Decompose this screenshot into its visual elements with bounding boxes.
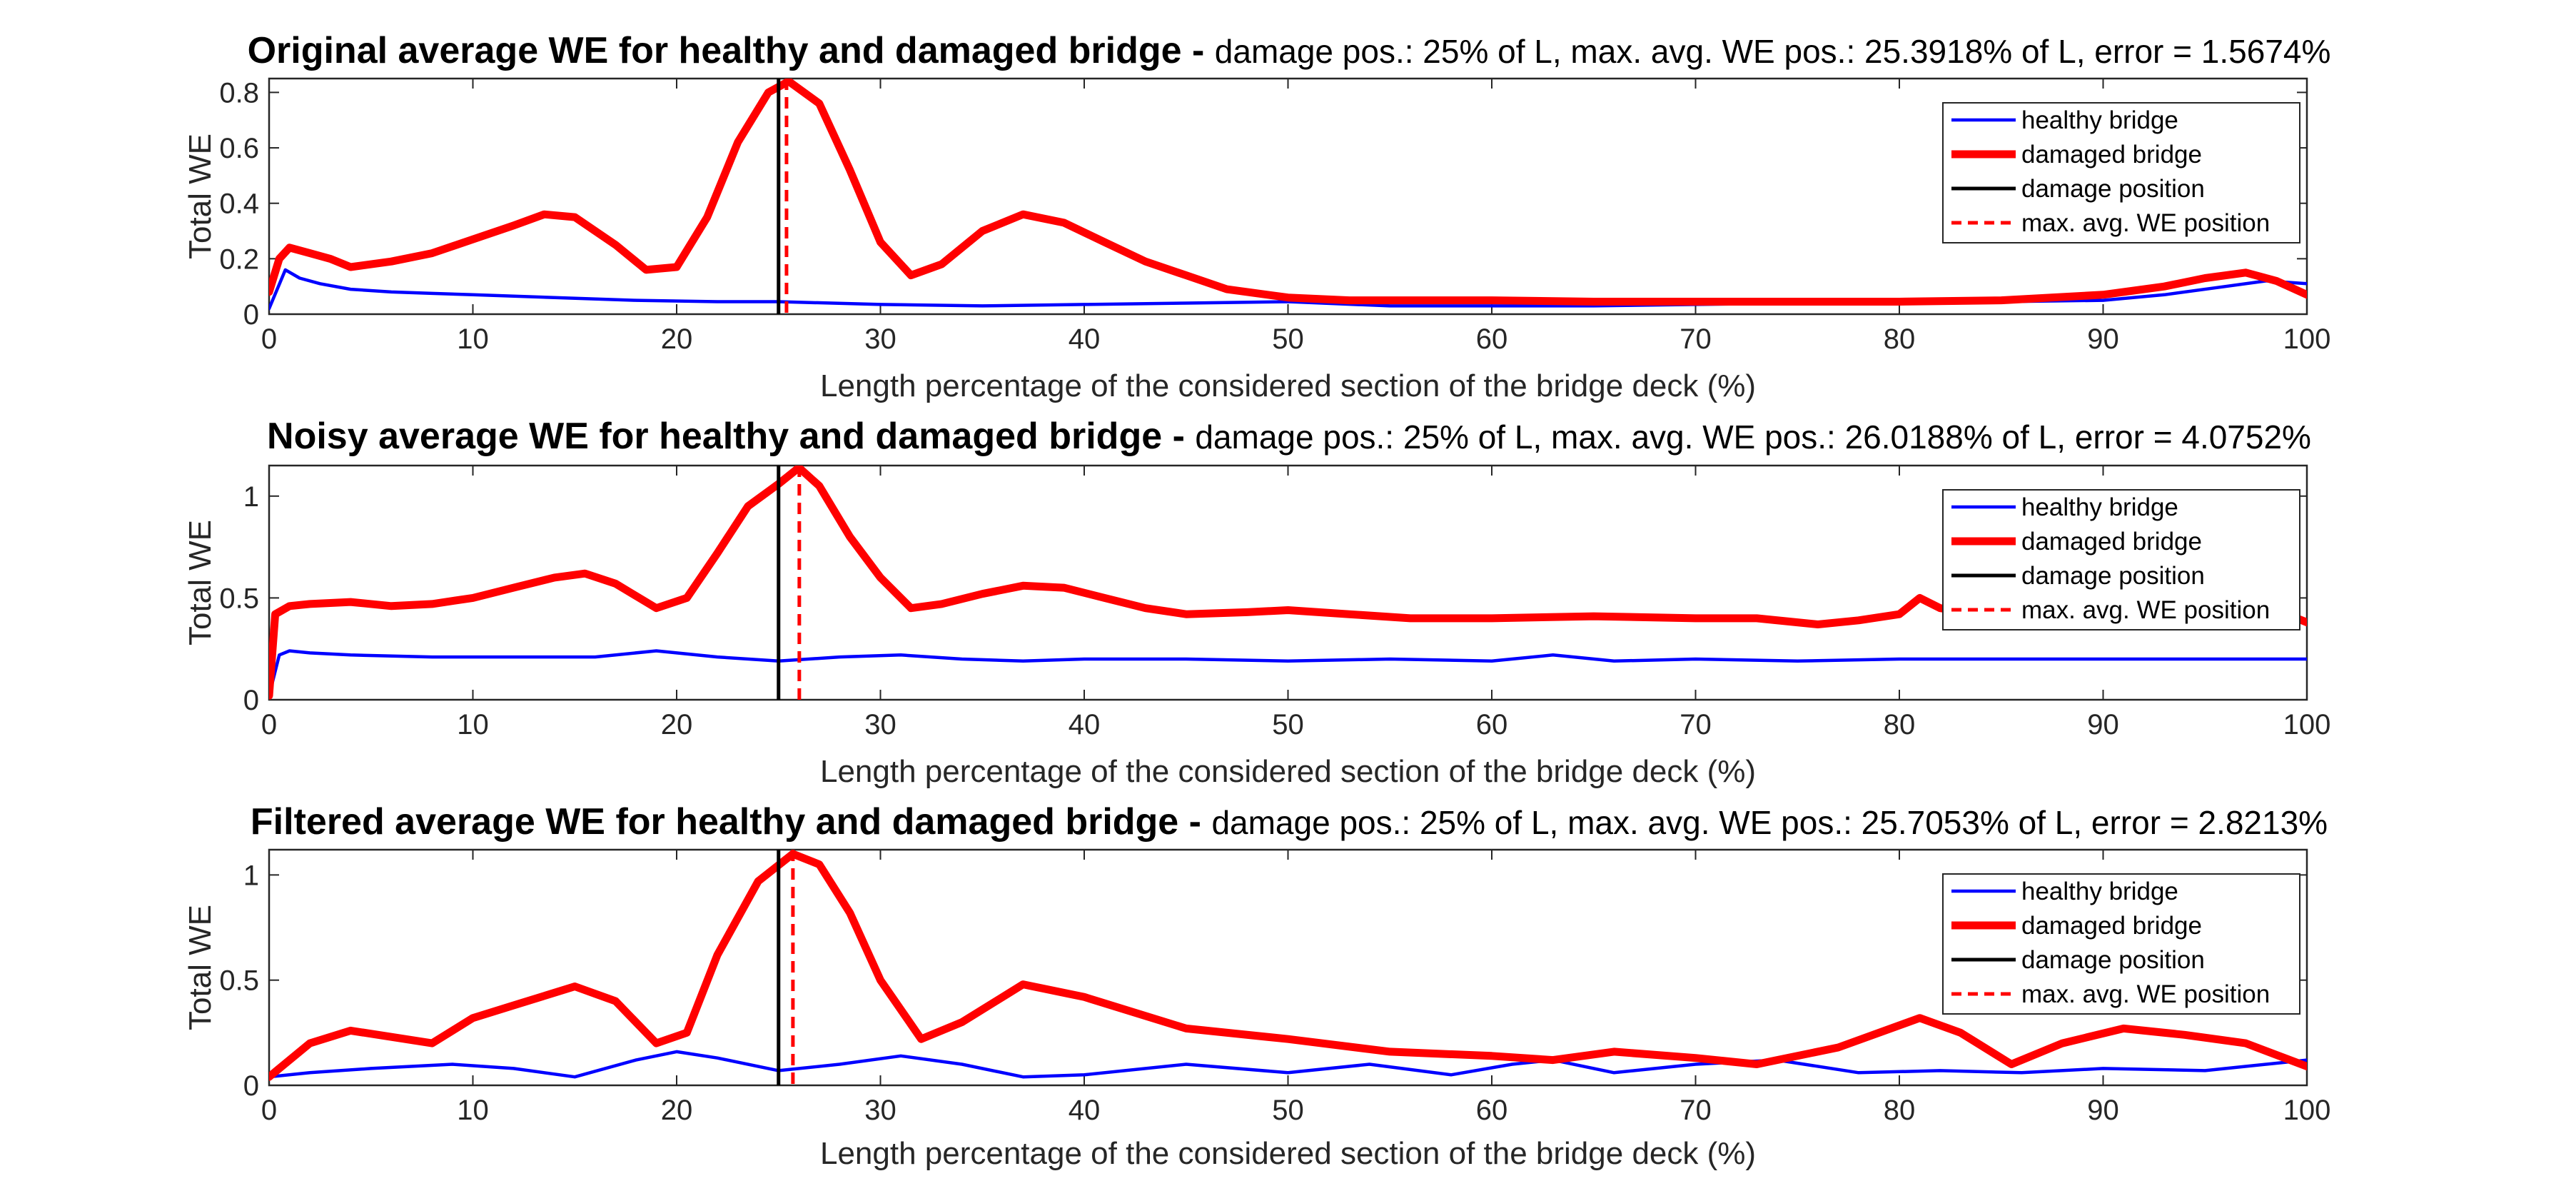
y-tick-label: 0.8	[219, 77, 259, 109]
x-tick-label: 70	[1680, 709, 1712, 740]
chart-1: Original average WE for healthy and dama…	[183, 30, 2330, 403]
chart-2: Noisy average WE for healthy and damaged…	[183, 416, 2330, 789]
x-tick-label: 80	[1884, 709, 1916, 740]
chart-title-detail: damage pos.: 25% of L, max. avg. WE pos.…	[1211, 804, 2328, 841]
y-tick-label: 1	[243, 860, 259, 891]
healthy-bridge-line	[269, 649, 2307, 698]
legend-box	[1942, 489, 2300, 630]
x-tick-label: 70	[1680, 323, 1712, 355]
y-tick-label: 0	[243, 685, 259, 716]
x-tick-label: 10	[457, 323, 489, 355]
x-tick-label: 0	[261, 1095, 277, 1126]
x-tick-label: 10	[457, 709, 489, 740]
legend-item-damage-position-label: damage position	[2021, 946, 2205, 974]
legend-item-damage-position-label: damage position	[2021, 562, 2205, 590]
x-tick-label: 20	[661, 709, 693, 740]
x-axis-label: Length percentage of the considered sect…	[820, 1136, 1756, 1171]
x-tick-label: 40	[1069, 709, 1101, 740]
healthy-bridge-line	[269, 1050, 2307, 1079]
x-tick-label: 90	[2087, 1095, 2119, 1126]
x-tick-label: 40	[1069, 1095, 1101, 1126]
x-tick-label: 50	[1272, 1095, 1304, 1126]
x-tick-label: 80	[1884, 323, 1916, 355]
chart-title: Filtered average WE for healthy and dama…	[251, 801, 2328, 843]
legend-item-max-position-label: max. avg. WE position	[2021, 980, 2270, 1008]
x-tick-label: 70	[1680, 1095, 1712, 1126]
x-tick-label: 30	[864, 709, 896, 740]
damaged-bridge-line	[269, 79, 2307, 306]
plot-series-group	[269, 79, 2307, 311]
x-tick-label: 30	[864, 1095, 896, 1126]
x-tick-label: 100	[2283, 709, 2331, 740]
legend-item-healthy-label: healthy bridge	[2021, 878, 2178, 905]
legend-item-max-position-label: max. avg. WE position	[2021, 596, 2270, 624]
damaged-bridge-line	[269, 466, 2307, 700]
x-tick-label: 0	[261, 323, 277, 355]
chart-title-bold: Filtered average WE for healthy and dama…	[251, 801, 1212, 843]
damaged-bridge-line	[269, 850, 2307, 1081]
plot-series-group	[269, 466, 2307, 700]
x-tick-label: 60	[1476, 323, 1508, 355]
x-tick-label: 30	[864, 323, 896, 355]
x-tick-label: 50	[1272, 323, 1304, 355]
y-tick-label: 0.2	[219, 243, 259, 275]
legend-item-damage-position-label: damage position	[2021, 175, 2205, 203]
x-tick-label: 20	[661, 323, 693, 355]
x-axis-label: Length percentage of the considered sect…	[820, 754, 1756, 789]
x-tick-label: 100	[2283, 1095, 2331, 1126]
legend: healthy bridge damaged bridge damage posit…	[1942, 873, 2300, 1015]
chart-title-bold: Noisy average WE for healthy and damaged…	[267, 416, 1195, 457]
y-tick-label: 0.4	[219, 189, 259, 220]
y-tick-label: 0	[243, 299, 259, 331]
legend: healthy bridge damaged bridge damage posit…	[1942, 489, 2300, 630]
chart-title-detail: damage pos.: 25% of L, max. avg. WE pos.…	[1195, 418, 2311, 456]
x-tick-label: 80	[1884, 1095, 1916, 1126]
legend-item-healthy-label: healthy bridge	[2021, 493, 2178, 521]
chart-3: Filtered average WE for healthy and dama…	[183, 801, 2330, 1171]
y-tick-label: 0.5	[219, 583, 259, 614]
x-tick-label: 100	[2283, 323, 2331, 355]
legend-item-damaged-label: damaged bridge	[2021, 528, 2202, 556]
y-tick-label: 0.5	[219, 965, 259, 997]
x-tick-label: 50	[1272, 709, 1304, 740]
y-tick-label: 0.6	[219, 133, 259, 164]
x-tick-label: 90	[2087, 323, 2119, 355]
x-tick-label: 90	[2087, 709, 2119, 740]
x-tick-label: 10	[457, 1095, 489, 1126]
y-tick-label: 1	[243, 481, 259, 513]
chart-title: Original average WE for healthy and dama…	[248, 30, 2331, 71]
chart-title-detail: damage pos.: 25% of L, max. avg. WE pos.…	[1215, 33, 2331, 70]
y-axis-label: Total WE	[183, 905, 218, 1030]
x-tick-label: 60	[1476, 709, 1508, 740]
chart-title-bold: Original average WE for healthy and dama…	[248, 30, 1215, 71]
y-axis-label: Total WE	[183, 134, 218, 259]
legend-box	[1942, 102, 2300, 243]
x-tick-label: 40	[1069, 323, 1101, 355]
legend-item-damaged-label: damaged bridge	[2021, 912, 2202, 940]
legend-item-max-position-label: max. avg. WE position	[2021, 209, 2270, 237]
legend-box	[1942, 873, 2300, 1015]
legend: healthy bridge damaged bridge damage posit…	[1942, 102, 2300, 243]
x-axis-label: Length percentage of the considered sect…	[820, 368, 1756, 403]
x-tick-label: 60	[1476, 1095, 1508, 1126]
x-tick-label: 0	[261, 709, 277, 740]
y-tick-label: 0	[243, 1070, 259, 1102]
chart-title: Noisy average WE for healthy and damaged…	[267, 416, 2311, 457]
legend-item-healthy-label: healthy bridge	[2021, 106, 2178, 134]
legend-item-damaged-label: damaged bridge	[2021, 141, 2202, 169]
x-tick-label: 20	[661, 1095, 693, 1126]
plot-series-group	[269, 850, 2307, 1081]
y-axis-label: Total WE	[183, 520, 218, 645]
